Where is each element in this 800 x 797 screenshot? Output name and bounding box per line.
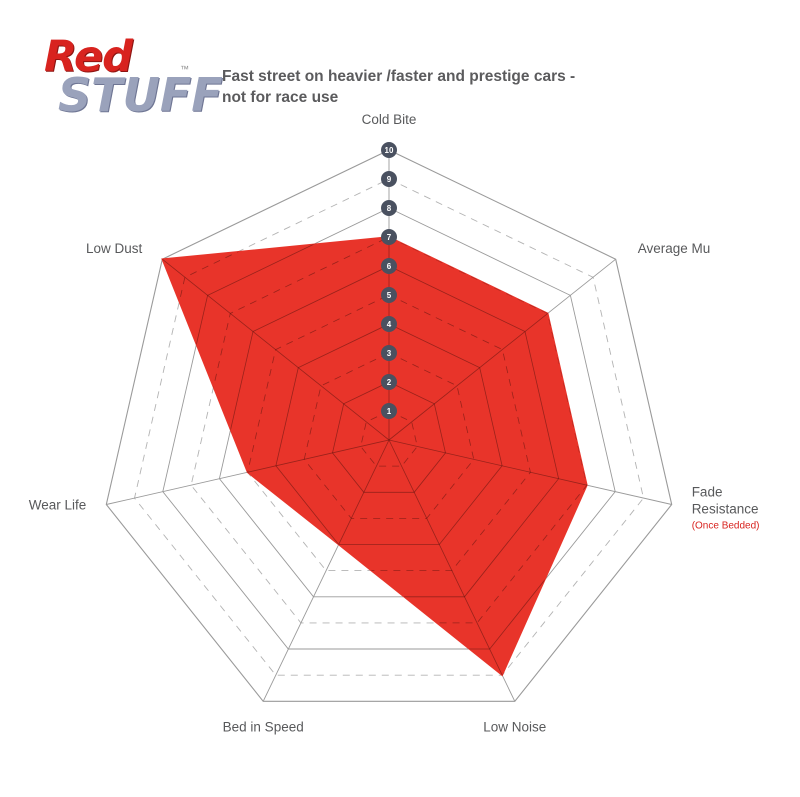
axis-label: Low Dust: [86, 241, 143, 256]
brand-name-stuff: STUFF: [58, 68, 223, 122]
tick-badge: [381, 200, 397, 216]
grid-ring-overlay: [247, 294, 531, 571]
tick-badge-label: 4: [387, 320, 392, 329]
trademark-symbol: ™: [180, 64, 189, 74]
tick-badge-label: 9: [387, 175, 392, 184]
axis-label: Bed in Speed: [223, 719, 304, 734]
page-title-line2: not for race use: [222, 89, 339, 106]
grid-ring-overlay: [332, 381, 446, 493]
axis-spoke-overlay: [162, 439, 390, 505]
axis-spoke-overlay: [388, 439, 516, 676]
grid-ring-overlay: [360, 410, 418, 467]
tick-badge: [381, 374, 397, 390]
tick-badge: [381, 345, 397, 361]
tick-badge-label: 7: [387, 233, 392, 242]
tick-badge-label: 3: [387, 349, 392, 358]
radar-tick-badges: 10 9 8 7 6 5 4 3 2 1: [381, 142, 397, 419]
radar-axis-labels: Cold Bite Average Mu Fade Resistance (Once B…: [29, 112, 760, 734]
tick-badge-label: 8: [387, 204, 392, 213]
grid-ring-overlay: [275, 323, 503, 545]
tick-badge: [381, 229, 397, 245]
axis-label: Cold Bite: [362, 112, 417, 127]
axis-label: Resistance: [692, 502, 759, 517]
axis-label: Low Noise: [483, 719, 546, 734]
tick-badge: [381, 316, 397, 332]
axis-label: Fade: [692, 485, 723, 500]
brand-name-red: Red: [44, 32, 133, 82]
grid-ring: [134, 178, 644, 676]
tick-badge-label: 10: [385, 146, 394, 155]
tick-badge: [381, 142, 397, 158]
axis-spoke-overlay: [388, 439, 587, 505]
tick-badge-label: 1: [387, 407, 392, 416]
tick-badge-label: 6: [387, 262, 392, 271]
page-title-line1: Fast street on heavier /faster and prest…: [222, 68, 576, 85]
tick-badge: [381, 171, 397, 187]
tick-badge-label: 5: [387, 291, 392, 300]
tick-badge: [381, 287, 397, 303]
axis-label: Average Mu: [638, 241, 711, 256]
brand-logo: Red STUFF ™: [40, 32, 223, 129]
axis-label: Wear Life: [29, 498, 87, 513]
axis-spoke-overlay: [162, 258, 390, 441]
grid-ring-overlay: [303, 352, 475, 519]
grid-ring: [105, 149, 673, 702]
radar-series-area: [161, 236, 588, 677]
tick-badge: [381, 258, 397, 274]
page-title: Fast street on heavier /faster and prest…: [222, 66, 682, 108]
tick-badge-label: 2: [387, 378, 392, 387]
series-polygon: [161, 236, 588, 677]
tick-badge: [381, 403, 397, 419]
axis-sublabel: (Once Bedded): [692, 521, 760, 532]
